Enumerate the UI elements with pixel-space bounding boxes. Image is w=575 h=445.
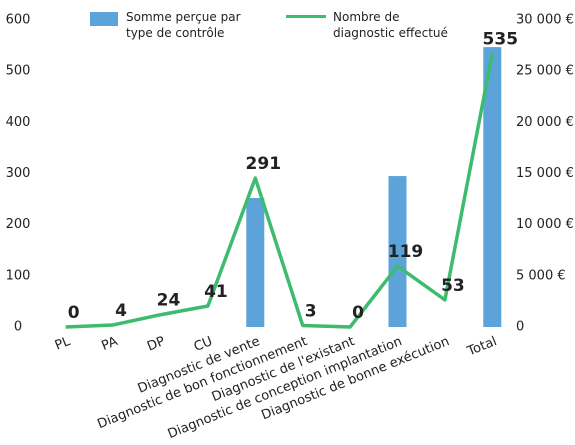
legend-label: Somme perçue par type de contrôle xyxy=(126,10,241,40)
y2-tick-label: 5 000 € xyxy=(516,268,566,283)
bar xyxy=(483,47,502,327)
y-tick-label: 200 xyxy=(6,217,31,232)
x-tick-label: PA xyxy=(100,334,120,354)
legend-swatch-line xyxy=(286,15,326,18)
bar xyxy=(388,176,407,327)
bar xyxy=(246,198,265,327)
data-label: 53 xyxy=(441,276,465,296)
x-tick-label: Total xyxy=(464,334,499,360)
legend-label: Nombre de diagnostic effectué xyxy=(333,10,448,40)
data-label: 0 xyxy=(68,303,80,323)
x-tick-label: DP xyxy=(145,334,167,355)
x-tick-label: PL xyxy=(53,334,73,354)
y2-tick-label: 20 000 € xyxy=(516,115,574,130)
data-label: 0 xyxy=(352,303,364,323)
data-label: 24 xyxy=(157,291,181,311)
y-tick-label: 500 xyxy=(6,64,31,79)
data-label: 4 xyxy=(115,301,127,321)
data-label: 3 xyxy=(305,301,317,321)
y-tick-label: 400 xyxy=(6,115,31,130)
y-tick-label: 600 xyxy=(6,13,31,28)
y-tick-label: 100 xyxy=(6,268,31,283)
data-label: 41 xyxy=(204,282,228,302)
legend-swatch-bar xyxy=(90,12,118,26)
x-tick-label: CU xyxy=(192,334,215,355)
y2-tick-label: 10 000 € xyxy=(516,217,574,232)
y2-tick-label: 30 000 € xyxy=(516,13,574,28)
y-tick-label: 0 xyxy=(14,320,22,335)
y-tick-label: 300 xyxy=(6,166,31,181)
data-label: 291 xyxy=(246,154,282,174)
y2-tick-label: 25 000 € xyxy=(516,64,574,79)
y2-tick-label: 15 000 € xyxy=(516,166,574,181)
y2-tick-label: 0 xyxy=(516,320,524,335)
line xyxy=(65,52,495,329)
data-label: 119 xyxy=(388,242,424,262)
data-label: 535 xyxy=(483,29,519,49)
